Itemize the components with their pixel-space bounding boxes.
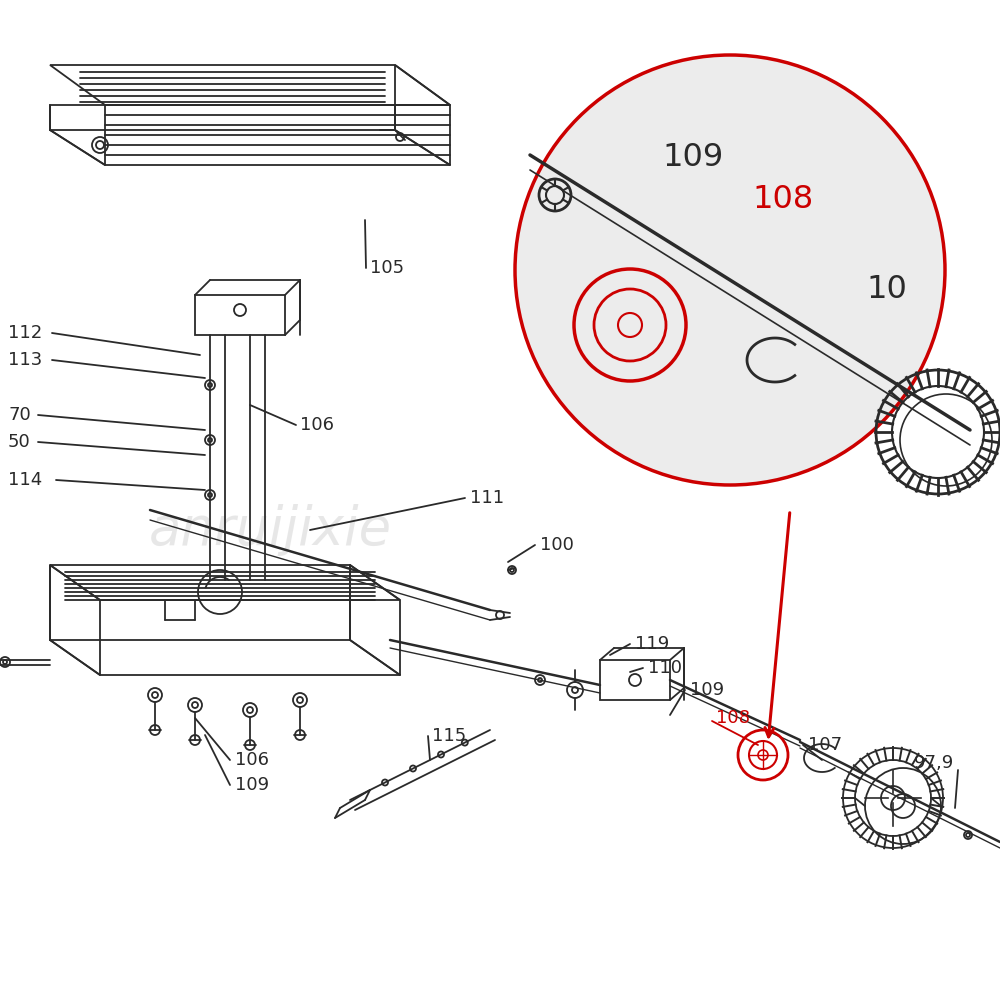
Text: anruijixie: anruijixie <box>148 504 392 556</box>
Text: 106: 106 <box>235 751 269 769</box>
Text: 112: 112 <box>8 324 42 342</box>
Text: 114: 114 <box>8 471 42 489</box>
Text: 109: 109 <box>690 681 724 699</box>
Text: 50: 50 <box>8 433 31 451</box>
Circle shape <box>515 55 945 485</box>
Text: 70: 70 <box>8 406 31 424</box>
Text: 106: 106 <box>300 416 334 434</box>
Text: 113: 113 <box>8 351 42 369</box>
Text: 108: 108 <box>752 184 813 216</box>
Text: 119: 119 <box>635 635 669 653</box>
Text: 111: 111 <box>470 489 504 507</box>
Text: 108: 108 <box>716 709 750 727</box>
Text: 107: 107 <box>808 736 842 754</box>
Text: 109: 109 <box>662 142 723 174</box>
Text: 10: 10 <box>866 274 907 306</box>
Text: 115: 115 <box>432 727 466 745</box>
Text: 97,9: 97,9 <box>914 754 954 772</box>
Text: 109: 109 <box>235 776 269 794</box>
Text: 110: 110 <box>648 659 682 677</box>
Text: 105: 105 <box>370 259 404 277</box>
Text: 100: 100 <box>540 536 574 554</box>
